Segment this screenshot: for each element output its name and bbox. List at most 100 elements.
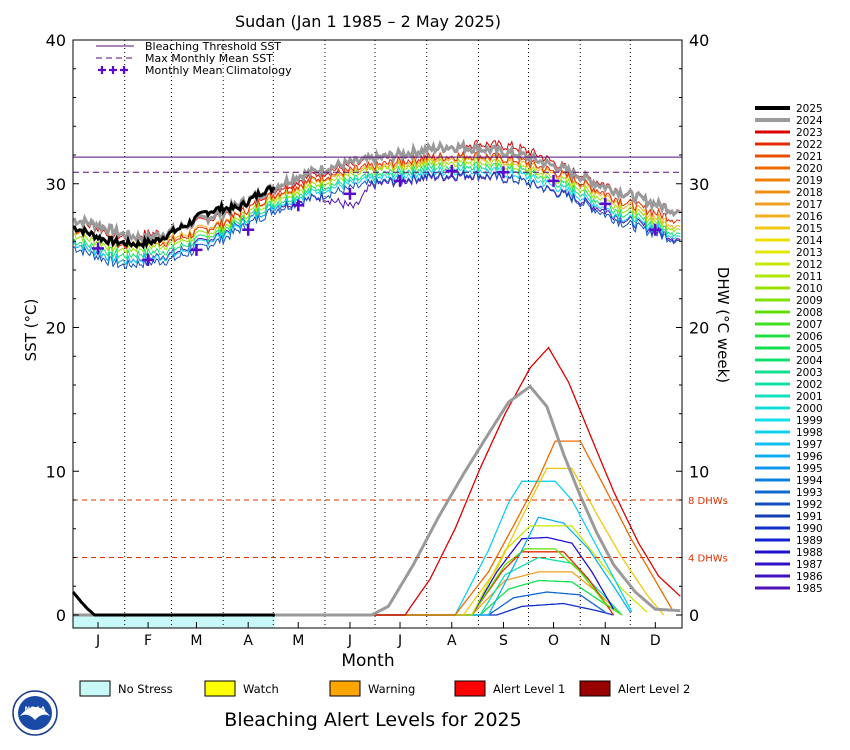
dhw-reference-label: 8 DHWs	[688, 496, 728, 507]
year-legend-label: 1997	[796, 439, 823, 451]
year-legend-label: 1995	[796, 463, 823, 475]
legend-line-label: Bleaching Threshold SST	[145, 40, 281, 53]
year-legend-label: 2009	[796, 295, 823, 307]
legend-line-label: Monthly Mean Climatology	[145, 64, 292, 77]
dhw-reference-label: 4 DHWs	[688, 554, 728, 565]
x-tick-label: F	[144, 633, 152, 649]
y-tick-label-left: 20	[46, 319, 66, 338]
climatology-marker	[292, 199, 305, 212]
year-legend-label: 1992	[796, 499, 823, 511]
y-tick-label-right: 20	[689, 319, 709, 338]
year-legend-label: 2000	[796, 403, 823, 415]
year-legend-label: 2011	[796, 271, 823, 283]
y-tick-label-right: 10	[689, 462, 709, 481]
x-tick-label: S	[499, 633, 508, 649]
sst-line-1998	[72, 164, 681, 265]
y-axis-label-right: DHW (°C week)	[714, 267, 732, 383]
year-legend-label: 2025	[796, 103, 823, 115]
year-legend-label: 2007	[796, 319, 823, 331]
dhw-line-2025	[71, 591, 275, 617]
y-tick-label-right: 30	[689, 175, 709, 194]
year-legend-label: 2021	[796, 151, 823, 163]
climatology-marker	[142, 253, 155, 266]
climatology-marker	[649, 223, 662, 236]
sst-line-2025	[72, 184, 276, 250]
alert-legend-swatch	[329, 680, 361, 697]
year-legend-label: 1986	[796, 571, 823, 583]
noaa-logo-icon: NOAA	[12, 690, 58, 736]
climatology-marker	[190, 243, 203, 256]
x-tick-label: N	[600, 633, 610, 649]
x-tick-label: J	[347, 633, 352, 649]
year-legend-label: 1996	[796, 451, 823, 463]
alert-legend-swatch	[579, 680, 611, 697]
year-legend-label: 2010	[796, 283, 823, 295]
y-axis-label-left: SST (°C)	[22, 299, 40, 362]
year-legend-label: 2003	[796, 367, 823, 379]
alert-legend-label: Alert Level 2	[618, 682, 690, 696]
climatology-marker	[242, 223, 255, 236]
plot-area	[73, 40, 682, 628]
year-legend-label: 1985	[796, 583, 823, 595]
year-legend: 2025202420232022202120202019201820172016…	[755, 103, 823, 595]
noaa-logo-text: NOAA	[25, 705, 46, 713]
y-tick-label-left: 10	[46, 462, 66, 481]
plot-frame	[72, 39, 683, 629]
year-legend-label: 2005	[796, 343, 823, 355]
year-legend-label: 2023	[796, 127, 823, 139]
footer-title: Bleaching Alert Levels for 2025	[224, 709, 521, 731]
sst-line-1992	[72, 168, 681, 270]
year-legend-label: 2020	[796, 163, 823, 175]
alert-legend-swatch	[204, 680, 236, 697]
alert-legend-label: Warning	[368, 682, 415, 696]
year-legend-label: 1994	[796, 475, 823, 487]
year-legend-label: 2008	[796, 307, 823, 319]
year-legend-label: 2013	[796, 247, 823, 259]
year-legend-label: 2018	[796, 187, 823, 199]
alert-legend-swatch	[79, 680, 111, 697]
year-legend-label: 1988	[796, 547, 823, 559]
year-legend-label: 1991	[796, 511, 823, 523]
climatology-marker	[445, 164, 458, 177]
alert-legend-label: No Stress	[118, 682, 173, 696]
y-tick-label-left: 0	[56, 606, 66, 625]
year-legend-label: 1998	[796, 427, 823, 439]
sst-line-2004	[72, 159, 681, 260]
year-legend-label: 1993	[796, 487, 823, 499]
climatology-marker	[497, 166, 510, 179]
x-axis-label: Month	[341, 651, 394, 671]
climatology-marker	[92, 242, 105, 255]
y-tick-label-left: 40	[46, 31, 66, 50]
alert-legend-swatch	[454, 680, 486, 697]
year-legend-label: 2004	[796, 355, 823, 367]
year-legend-label: 2012	[796, 259, 823, 271]
climatology-marker	[599, 197, 612, 210]
climatology-marker	[394, 174, 407, 187]
year-legend-label: 2014	[796, 235, 823, 247]
year-legend-label: 1999	[796, 415, 823, 427]
chart-title: Sudan (Jan 1 1985 – 2 May 2025)	[235, 12, 501, 31]
alert-legend-label: Watch	[243, 682, 279, 696]
sst-line-2016	[72, 151, 681, 247]
y-tick-label-right: 0	[689, 606, 699, 625]
alert-legend: No Stress Watch Warning Alert Level 1 Alert …	[79, 680, 690, 697]
year-legend-label: 2016	[796, 211, 823, 223]
year-legend-label: 2002	[796, 379, 823, 391]
x-tick-label: A	[447, 633, 457, 649]
alert-legend-label: Alert Level 1	[493, 682, 565, 696]
x-tick-label: J	[397, 633, 402, 649]
x-tick-label: M	[292, 633, 304, 649]
legend-line-label: Max Monthly Mean SST	[145, 52, 273, 65]
x-tick-label: D	[650, 633, 661, 649]
y-tick-label-left: 30	[46, 175, 66, 194]
year-legend-label: 1990	[796, 523, 823, 535]
year-legend-label: 2006	[796, 331, 823, 343]
y-tick-label-right: 40	[689, 31, 709, 50]
year-legend-label: 2024	[796, 115, 823, 127]
year-legend-label: 1989	[796, 535, 823, 547]
climatology-marker	[343, 187, 356, 200]
year-legend-label: 2017	[796, 199, 823, 211]
x-tick-label: M	[190, 633, 202, 649]
